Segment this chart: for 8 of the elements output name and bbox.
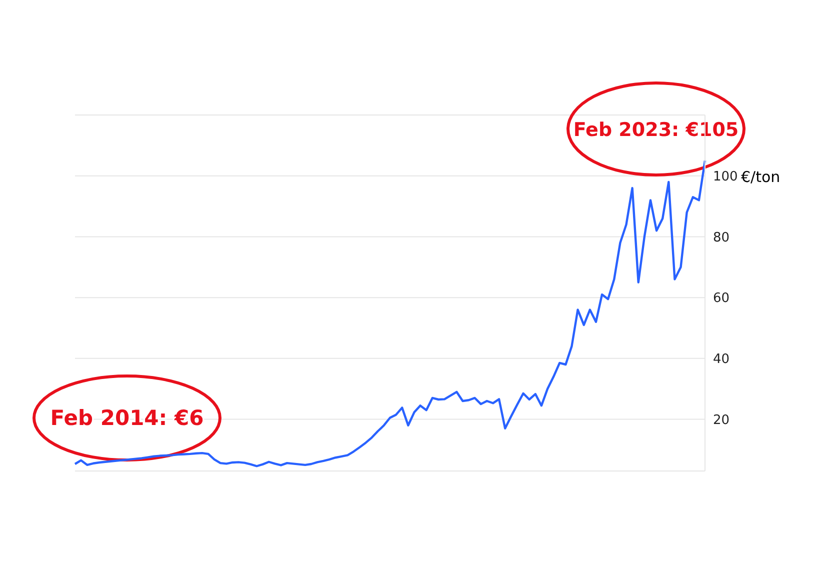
y-tick-label: 100 [713, 169, 738, 184]
y-tick-label: 80 [713, 230, 730, 246]
annotation: Feb 2023: €105 [573, 119, 739, 141]
y-axis-title: €/ton [741, 168, 780, 186]
y-tick-label: 60 [713, 291, 730, 306]
annotation: Feb 2014: €6 [50, 406, 204, 430]
y-tick-label: 40 [713, 352, 730, 368]
y-tick-label: 20 [713, 412, 730, 428]
